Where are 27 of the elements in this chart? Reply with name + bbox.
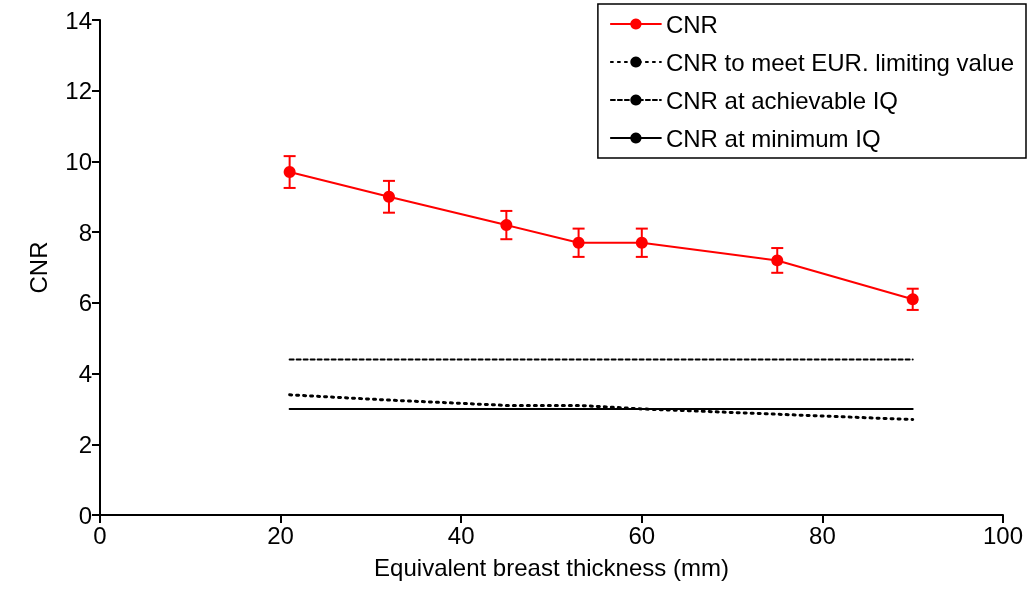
y-tick-label: 4 (78, 360, 92, 388)
y-tick-label: 2 (78, 430, 92, 458)
point (283, 166, 296, 179)
point (771, 254, 784, 267)
y-tick-label: 0 (78, 501, 92, 529)
legend-label: CNR at minimum IQ (665, 124, 881, 152)
y-tick-label: 8 (78, 218, 92, 246)
point (906, 293, 919, 306)
point (382, 190, 395, 203)
y-axis-title: CNR (24, 241, 52, 294)
y-tick-label: 6 (78, 289, 92, 317)
y-tick-label: 10 (65, 147, 92, 175)
line-series (288, 393, 915, 422)
y-tick-label: 14 (65, 6, 92, 34)
y-tick-label: 12 (65, 77, 92, 105)
legend-label: CNR at achievable IQ (665, 86, 898, 114)
x-tick-label: 100 (982, 521, 1024, 549)
x-tick-label: 60 (628, 521, 656, 549)
point (635, 236, 648, 249)
x-axis-title: Equivalent breast thickness (mm) (374, 553, 729, 581)
x-tick-label: 20 (267, 521, 294, 549)
point (500, 219, 513, 232)
legend-label: CNR to meet EUR. limiting value (665, 48, 1014, 76)
x-tick-label: 80 (809, 521, 836, 549)
point (572, 236, 585, 249)
x-tick-label: 40 (447, 521, 475, 549)
legend-label: CNR (665, 10, 718, 38)
